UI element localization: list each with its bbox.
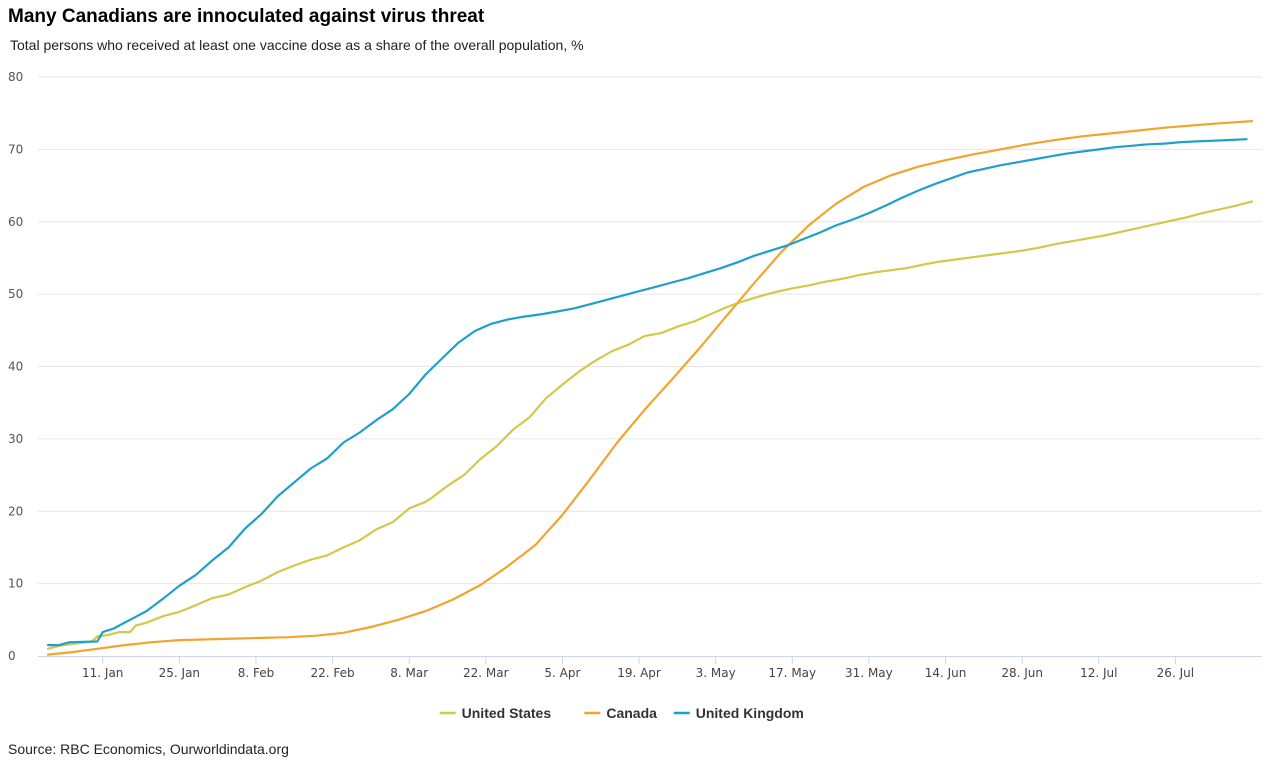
y-tick-label-30: 30 xyxy=(8,432,23,446)
x-tick-label: 26. Jul xyxy=(1157,666,1194,680)
y-tick-label-50: 50 xyxy=(8,287,23,301)
y-axis-ticks: 0 10 20 30 40 50 60 70 80 xyxy=(8,70,23,663)
x-tick-label: 12. Jul xyxy=(1080,666,1117,680)
series-line-united-states xyxy=(46,200,1254,650)
legend-item-canada: Canada xyxy=(584,705,657,721)
y-tick-label-40: 40 xyxy=(8,360,23,374)
x-tick-label: 25. Jan xyxy=(159,666,200,680)
chart-subtitle: Total persons who received at least one … xyxy=(10,37,584,53)
x-tick-label: 11. Jan xyxy=(82,666,123,680)
legend-item-united-states: United States xyxy=(439,705,552,721)
y-tick-label-70: 70 xyxy=(8,142,23,156)
x-tick-label: 31. May xyxy=(845,666,893,680)
x-tick-label: 14. Jun xyxy=(925,666,967,680)
legend-label-united-states: United States xyxy=(462,705,552,721)
x-tick-label: 22. Mar xyxy=(463,666,509,680)
source-note: Source: RBC Economics, Ourworldindata.or… xyxy=(8,741,289,757)
legend-item-united-kingdom: United Kingdom xyxy=(673,705,804,721)
y-tick-label-80: 80 xyxy=(8,70,23,84)
x-tick-label: 5. Apr xyxy=(544,666,580,680)
grid-lines xyxy=(38,76,1262,585)
legend-label-united-kingdom: United Kingdom xyxy=(696,705,804,721)
series-lines xyxy=(46,120,1254,656)
chart-title: Many Canadians are innoculated against v… xyxy=(8,6,485,27)
legend: United States Canada United Kingdom xyxy=(439,705,804,721)
series-line-canada xyxy=(46,120,1254,656)
x-tick-label: 3. May xyxy=(696,666,736,680)
y-tick-label-60: 60 xyxy=(8,215,23,229)
y-tick-label-0: 0 xyxy=(8,649,16,663)
legend-label-canada: Canada xyxy=(606,705,657,721)
y-tick-label-20: 20 xyxy=(8,504,23,518)
x-tick-label: 8. Mar xyxy=(390,666,428,680)
series-line-united-kingdom xyxy=(46,138,1248,647)
x-tick-label: 8. Feb xyxy=(238,666,275,680)
x-tick-label: 19. Apr xyxy=(617,666,661,680)
x-axis: 11. Jan 25. Jan 8. Feb 22. Feb 8. Mar 22. Mar… xyxy=(38,656,1262,680)
y-tick-label-10: 10 xyxy=(8,577,23,591)
x-tick-label: 22. Feb xyxy=(311,666,355,680)
x-tick-label: 28. Jun xyxy=(1001,666,1043,680)
x-tick-label: 17. May xyxy=(768,666,816,680)
